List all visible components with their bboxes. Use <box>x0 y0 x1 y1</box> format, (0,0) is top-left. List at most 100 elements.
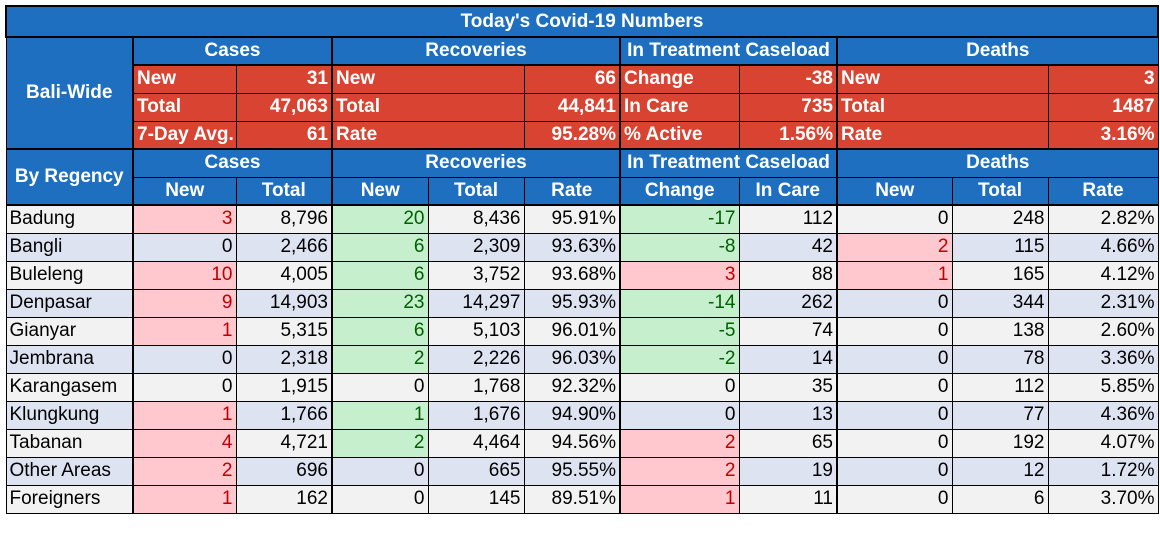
table-cell: 6 <box>331 316 429 346</box>
table-title: Today's Covid-19 Numbers <box>4 5 1160 38</box>
table-cell: 14,297 <box>427 288 525 318</box>
table-cell: 92.32% <box>523 372 621 402</box>
regency-name: Buleleng <box>5 260 134 290</box>
table-row: Karangasem 0 1,915 0 1,768 92.32% 0 35 0 112 5.85% <box>5 372 1159 402</box>
table-row: Buleleng 10 4,005 6 3,752 93.68% 3 88 1 165 4.12% <box>5 260 1159 290</box>
table-cell: 93.68% <box>523 260 621 290</box>
table-cell: 2.60% <box>1047 316 1159 346</box>
col-header: New <box>132 176 237 206</box>
table-cell: 1 <box>836 260 953 290</box>
table-cell: 13 <box>738 400 838 430</box>
bw-row: Total 47,063 Total 44,841 In Care 735 To… <box>6 92 1159 122</box>
table-cell: 5.85% <box>1047 372 1159 402</box>
regency-name: Bangli <box>5 232 134 262</box>
table-cell: 10 <box>132 260 237 290</box>
regency-name: Klungkung <box>5 400 134 430</box>
table-cell: 2,309 <box>427 232 525 262</box>
bw-label: % Active <box>619 120 740 150</box>
table-cell: 3 <box>132 204 237 234</box>
bw-label: In Care <box>619 92 740 122</box>
bw-group-treatment: In Treatment Caseload <box>619 36 838 66</box>
bw-value: 61 <box>235 120 333 150</box>
table-cell: 0 <box>836 428 953 458</box>
table-cell: 115 <box>951 232 1049 262</box>
table-row: Jembrana 0 2,318 2 2,226 96.03% -2 14 0 78 3.36% <box>5 344 1159 374</box>
table-row: Bangli 0 2,466 6 2,309 93.63% -8 42 2 115 4.66% <box>5 232 1159 262</box>
br-group-cases: Cases <box>132 148 333 178</box>
table-cell: 0 <box>836 400 953 430</box>
table-cell: 0 <box>132 232 237 262</box>
bw-group-recoveries: Recoveries <box>331 36 621 66</box>
col-header: New <box>331 176 429 206</box>
col-header: Total <box>235 176 333 206</box>
table-cell: 35 <box>738 372 838 402</box>
table-cell: 1 <box>132 316 237 346</box>
table-cell: 1,768 <box>427 372 525 402</box>
regency-name: Karangasem <box>5 372 134 402</box>
table-cell: 2,318 <box>235 344 333 374</box>
table-cell: 696 <box>235 456 333 486</box>
bw-value: 735 <box>738 92 838 122</box>
bw-value: -38 <box>738 64 838 94</box>
table-cell: 0 <box>132 372 237 402</box>
table-cell: 344 <box>951 288 1049 318</box>
bw-value: 1487 <box>1047 92 1159 122</box>
table-cell: 145 <box>427 484 525 514</box>
table-cell: 665 <box>427 456 525 486</box>
table-cell: 4,464 <box>427 428 525 458</box>
br-group-recoveries: Recoveries <box>331 148 621 178</box>
bw-group-deaths: Deaths <box>836 36 1159 66</box>
table-cell: 19 <box>738 456 838 486</box>
col-header: Change <box>619 176 740 206</box>
col-header: Total <box>951 176 1049 206</box>
table-cell: -5 <box>619 316 740 346</box>
table-cell: 4.07% <box>1047 428 1159 458</box>
col-header: Rate <box>523 176 621 206</box>
bw-label: New <box>836 64 1049 94</box>
bw-label: Rate <box>836 120 1049 150</box>
table-cell: 11 <box>738 484 838 514</box>
table-cell: 12 <box>951 456 1049 486</box>
table-cell: 138 <box>951 316 1049 346</box>
bw-row: 7-Day Avg. 61 Rate 95.28% % Active 1.56%… <box>6 120 1159 150</box>
table-cell: 96.01% <box>523 316 621 346</box>
col-header: In Care <box>738 176 838 206</box>
table-cell: -14 <box>619 288 740 318</box>
bw-label: Change <box>619 64 740 94</box>
table-cell: 95.91% <box>523 204 621 234</box>
bw-label: Total <box>836 92 1049 122</box>
table-cell: 1 <box>132 484 237 514</box>
table-row: Foreigners 1 162 0 145 89.51% 1 11 0 6 3.70% <box>5 484 1159 514</box>
table-row: Badung 3 8,796 20 8,436 95.91% -17 112 0 248 2.82% <box>5 204 1159 234</box>
table-cell: 77 <box>951 400 1049 430</box>
table-cell: 23 <box>331 288 429 318</box>
bw-label: Total <box>331 92 525 122</box>
table-cell: 2,466 <box>235 232 333 262</box>
regency-name: Denpasar <box>5 288 134 318</box>
table-cell: 95.93% <box>523 288 621 318</box>
bw-value: 3 <box>1047 64 1159 94</box>
table-cell: 112 <box>951 372 1049 402</box>
regency-name: Other Areas <box>5 456 134 486</box>
table-cell: 93.63% <box>523 232 621 262</box>
table-cell: 2.31% <box>1047 288 1159 318</box>
table-cell: 89.51% <box>523 484 621 514</box>
table-cell: 192 <box>951 428 1049 458</box>
bw-value: 66 <box>523 64 621 94</box>
table-cell: 2 <box>331 428 429 458</box>
bw-value: 1.56% <box>738 120 838 150</box>
table-cell: 0 <box>619 372 740 402</box>
table-cell: -2 <box>619 344 740 374</box>
bali-wide-label: Bali-Wide <box>5 36 134 150</box>
bw-value: 3.16% <box>1047 120 1159 150</box>
table-cell: 2 <box>619 456 740 486</box>
table-cell: 165 <box>951 260 1049 290</box>
regency-name: Badung <box>5 204 134 234</box>
by-regency-label: By Regency <box>5 148 134 206</box>
bw-row: New 31 New 66 Change -38 New 3 <box>6 64 1159 94</box>
table-cell: 14 <box>738 344 838 374</box>
table-cell: 0 <box>619 400 740 430</box>
table-cell: 2.82% <box>1047 204 1159 234</box>
table-cell: 1.72% <box>1047 456 1159 486</box>
bw-label: Rate <box>331 120 525 150</box>
